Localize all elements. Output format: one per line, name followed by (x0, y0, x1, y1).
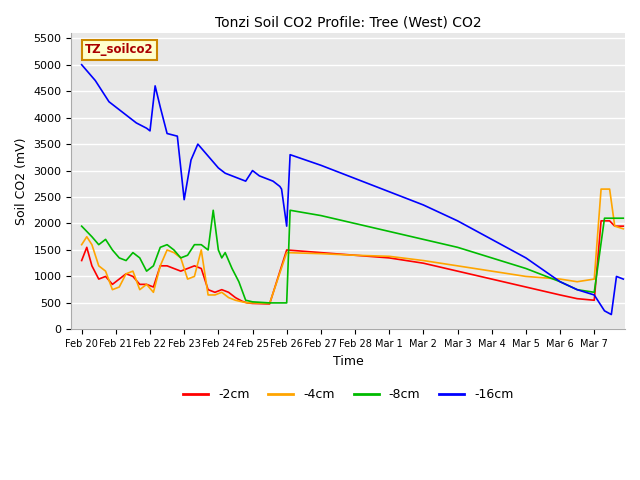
Y-axis label: Soil CO2 (mV): Soil CO2 (mV) (15, 137, 28, 225)
Title: Tonzi Soil CO2 Profile: Tree (West) CO2: Tonzi Soil CO2 Profile: Tree (West) CO2 (215, 15, 481, 29)
Legend: -2cm, -4cm, -8cm, -16cm: -2cm, -4cm, -8cm, -16cm (178, 383, 518, 406)
X-axis label: Time: Time (333, 355, 364, 368)
Text: TZ_soilco2: TZ_soilco2 (85, 43, 154, 56)
